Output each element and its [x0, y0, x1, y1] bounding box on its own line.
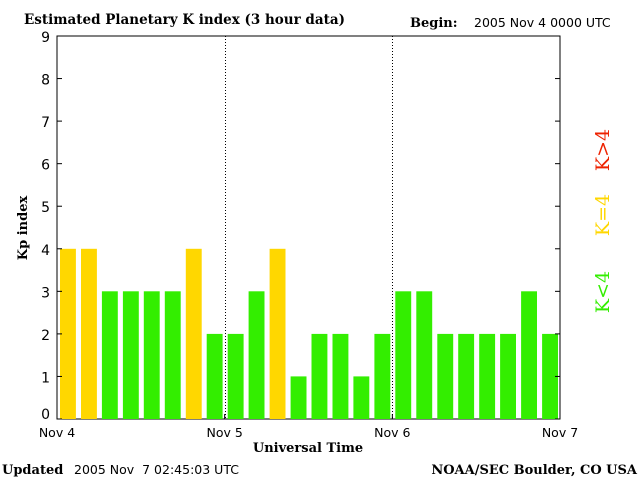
kp-bar-22 [521, 291, 537, 419]
y-tick-label-8: 8 [41, 73, 50, 89]
y-axis-label: Kp index [16, 196, 31, 261]
x-tick-label-0: Nov 4 [39, 425, 75, 440]
kp-bar-20 [479, 333, 496, 419]
kp-bar-13 [332, 333, 349, 419]
y-axis-ticks: 0 1 2 3 4 5 6 7 8 9 [41, 30, 560, 423]
y-tick-label-4: 4 [41, 243, 50, 259]
kp-bar-12 [311, 333, 328, 419]
y-tick-label-2: 2 [41, 328, 50, 344]
y-tick-label-1: 1 [41, 370, 50, 386]
y-tick-label-3: 3 [41, 285, 50, 301]
y-tick-label-7: 7 [41, 115, 50, 131]
kp-bar-21 [500, 333, 516, 419]
kp-bar-3 [122, 291, 139, 419]
chart-title: Estimated Planetary K index (3 hour data… [24, 12, 345, 28]
day-separators [225, 36, 393, 419]
begin-value: 2005 Nov 4 0000 UTC [474, 15, 611, 30]
kp-bar-16 [395, 291, 412, 419]
kp-bar-5 [164, 291, 181, 419]
kp-bar-2 [101, 291, 118, 419]
bars-group [60, 248, 558, 419]
y-tick-label-6: 6 [41, 158, 50, 174]
plot-frame [56, 35, 561, 420]
kp-bar-10 [269, 248, 286, 419]
kp-bar-8 [227, 333, 244, 419]
updated-label: Updated [2, 463, 63, 478]
kp-bar-9 [248, 291, 265, 419]
kp-bar-14 [353, 376, 370, 419]
y-tick-label-9: 9 [41, 30, 50, 46]
kp-bar-1 [81, 248, 97, 419]
legend-high: K>4 [592, 129, 614, 171]
kp-bar-18 [437, 333, 454, 419]
y-tick-label-0: 0 [41, 407, 50, 423]
begin-label: Begin: [410, 16, 458, 31]
kp-bar-23 [542, 333, 558, 419]
x-tick-label-1: Nov 5 [207, 425, 243, 440]
x-tick-label-3: Nov 7 [542, 425, 578, 440]
source-credit: NOAA/SEC Boulder, CO USA [431, 463, 638, 478]
x-axis-ticks: Nov 4 Nov 5 Nov 6 Nov 7 [39, 414, 578, 440]
kp-bar-0 [60, 248, 76, 419]
kp-bar-6 [185, 248, 202, 419]
legend-mid: K=4 [592, 194, 614, 236]
updated-value: 2005 Nov 7 02:45:03 UTC [74, 462, 239, 477]
kp-bar-15 [374, 333, 391, 419]
kp-bar-7 [206, 333, 223, 419]
kp-bar-4 [143, 291, 160, 419]
y-tick-label-5: 5 [41, 200, 50, 216]
kp-bar-11 [290, 376, 307, 419]
legend-low: K<4 [592, 271, 614, 313]
x-tick-label-2: Nov 6 [374, 425, 410, 440]
x-axis-label: Universal Time [253, 441, 363, 456]
kp-bar-17 [416, 291, 433, 419]
kp-bar-19 [458, 333, 475, 419]
